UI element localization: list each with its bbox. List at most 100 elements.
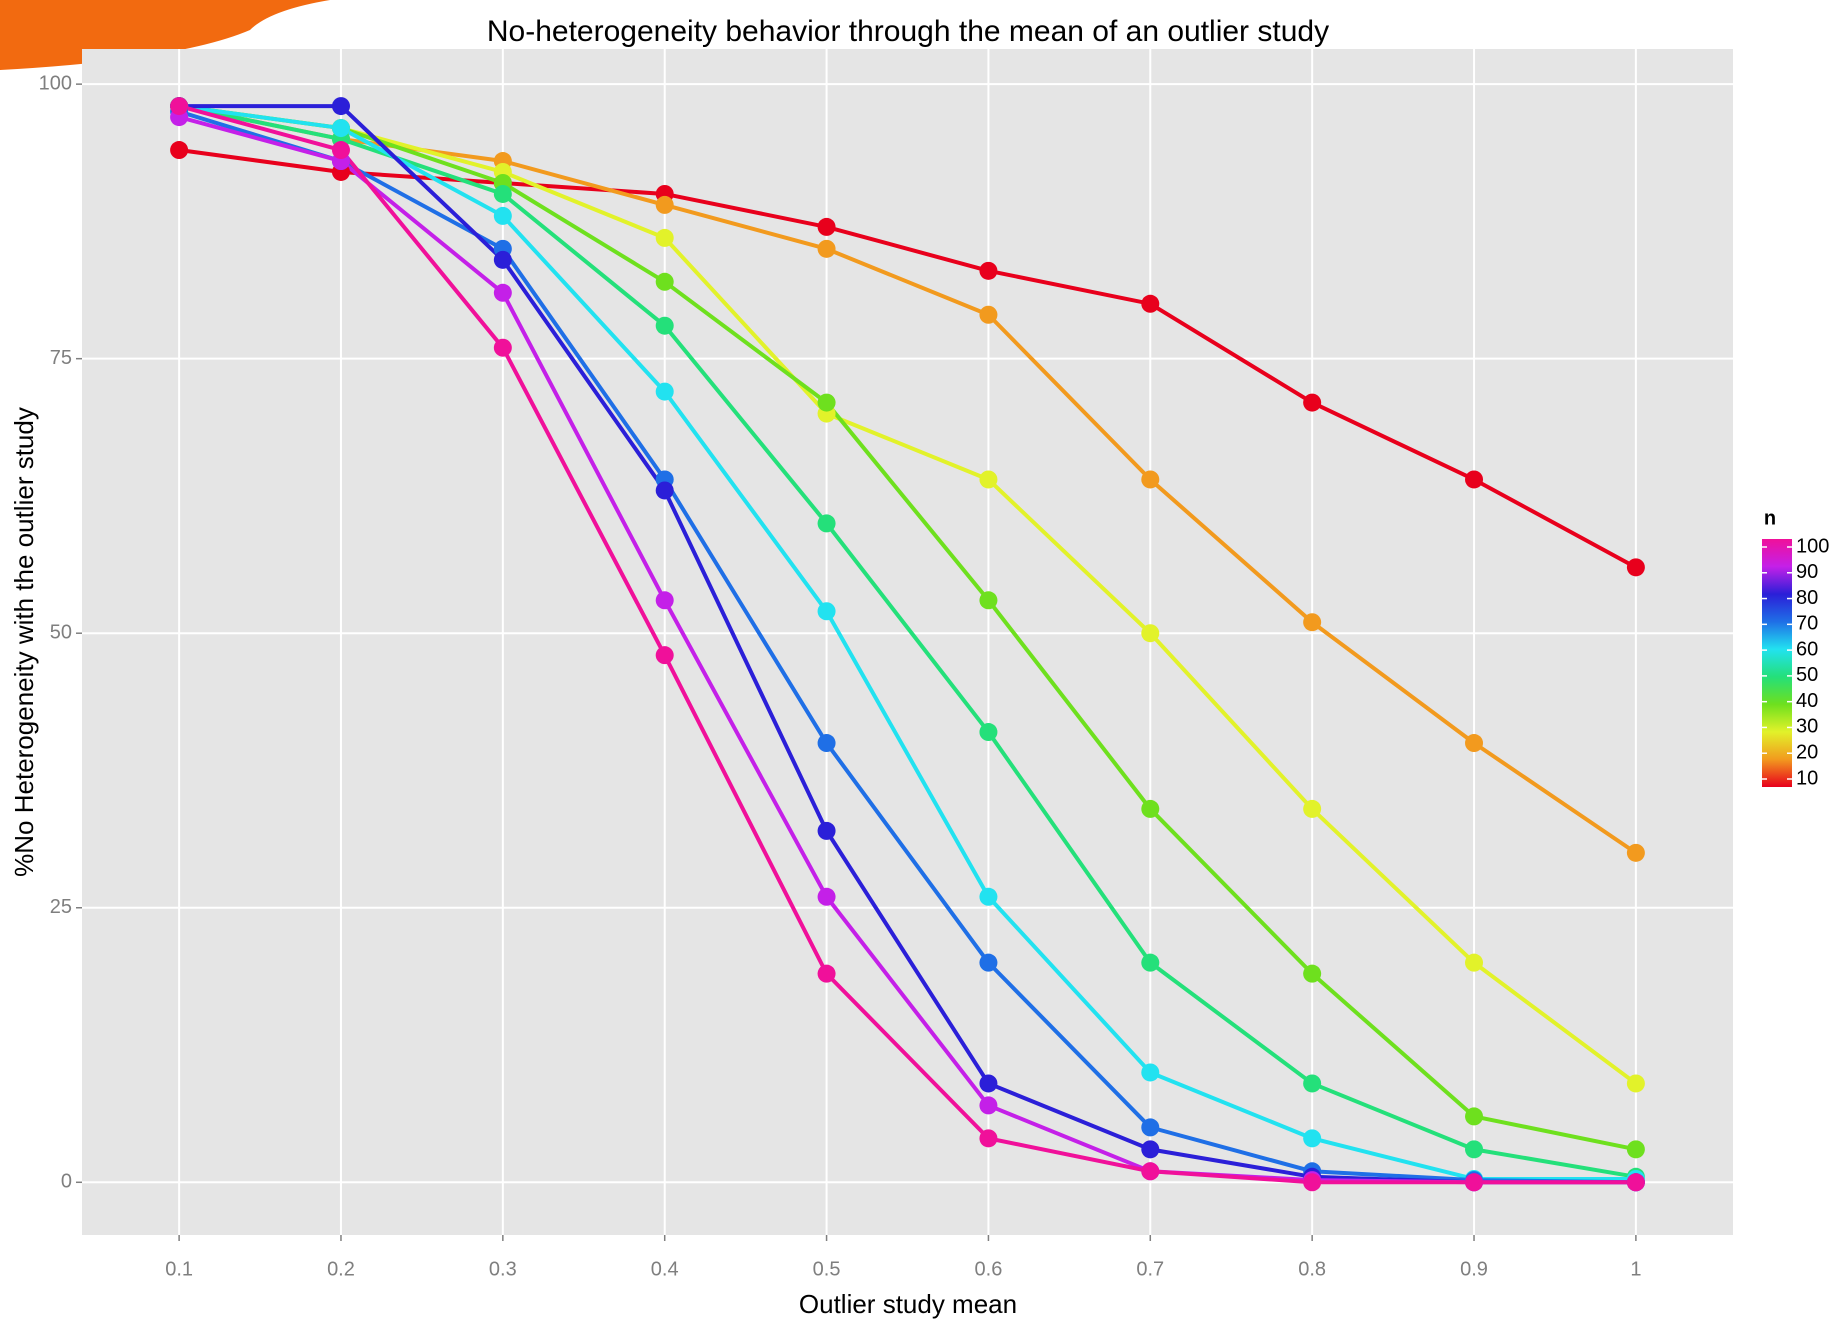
legend-label: 40 [1796, 690, 1818, 712]
y-tick-label: 50 [50, 621, 72, 643]
data-point [979, 1074, 998, 1093]
data-point [817, 514, 836, 533]
data-point [817, 217, 836, 236]
data-point [1465, 1107, 1484, 1126]
data-point [1141, 1118, 1160, 1137]
y-tick-label: 0 [61, 1171, 72, 1193]
legend-label: 10 [1796, 767, 1818, 789]
data-point [1141, 799, 1160, 818]
plot-panel [82, 49, 1733, 1235]
series-line [178, 104, 1636, 1181]
data-point [170, 141, 189, 160]
data-point [655, 316, 674, 335]
x-tick-label: 0.9 [1460, 1258, 1488, 1280]
data-point [655, 382, 674, 401]
x-tick-label: 0.7 [1136, 1258, 1164, 1280]
legend-colorbar [1762, 539, 1792, 787]
data-point [493, 206, 512, 225]
data-point [1141, 1162, 1160, 1181]
data-point [979, 723, 998, 742]
data-point [1465, 953, 1484, 972]
data-point [1303, 1129, 1322, 1148]
data-point [493, 338, 512, 357]
legend-label: 20 [1796, 742, 1818, 764]
data-point [1626, 1074, 1645, 1093]
y-axis-title: %No Heterogeneity with the outlier study [9, 407, 39, 877]
data-point [979, 305, 998, 324]
data-point [1141, 470, 1160, 489]
data-point [170, 97, 189, 116]
data-point [1303, 799, 1322, 818]
series-line [178, 104, 1637, 1152]
data-point [1141, 1140, 1160, 1159]
data-point [655, 591, 674, 610]
data-point [655, 481, 674, 500]
data-point [655, 646, 674, 665]
legend-label: 90 [1796, 561, 1818, 583]
legend-title: n [1764, 507, 1776, 529]
x-tick-label: 0.6 [975, 1258, 1003, 1280]
series-line [178, 109, 1636, 1185]
data-point [979, 591, 998, 610]
y-tick-label: 25 [50, 896, 72, 918]
y-tick-label: 75 [50, 347, 72, 369]
data-point [979, 887, 998, 906]
data-point [655, 195, 674, 214]
data-point [1626, 843, 1645, 862]
data-point [1465, 470, 1484, 489]
data-point [655, 228, 674, 247]
data-point [1626, 1173, 1645, 1192]
data-point [1141, 1063, 1160, 1082]
x-axis-title: Outlier study mean [799, 1289, 1017, 1319]
data-point [493, 250, 512, 269]
data-point [979, 1129, 998, 1148]
x-tick-label: 0.3 [489, 1258, 517, 1280]
y-tick-label: 100 [39, 72, 72, 94]
data-point [331, 119, 350, 138]
x-tick-label: 0.2 [327, 1258, 355, 1280]
chart-title: No-heterogeneity behavior through the me… [487, 15, 1329, 48]
data-point [1141, 294, 1160, 313]
data-point [1303, 1173, 1322, 1192]
x-tick-label: 0.1 [165, 1258, 193, 1280]
legend-label: 50 [1796, 664, 1818, 686]
legend-label: 30 [1796, 716, 1818, 738]
series-line [178, 148, 1637, 570]
data-point [1303, 393, 1322, 412]
data-point [979, 1096, 998, 1115]
data-point [1303, 613, 1322, 632]
x-tick-label: 0.4 [651, 1258, 679, 1280]
legend-label: 60 [1796, 638, 1818, 660]
data-point [817, 964, 836, 983]
data-point [817, 602, 836, 621]
legend-label: 70 [1796, 613, 1818, 635]
data-point [1465, 1140, 1484, 1159]
data-point [493, 184, 512, 203]
data-point [493, 283, 512, 302]
data-point [1141, 624, 1160, 643]
data-point [817, 821, 836, 840]
data-point [817, 393, 836, 412]
series-line [178, 104, 1636, 1185]
data-point [817, 239, 836, 258]
data-point [331, 141, 350, 160]
data-point [1141, 953, 1160, 972]
data-point [979, 470, 998, 489]
x-tick-label: 0.8 [1298, 1258, 1326, 1280]
data-point [1626, 1140, 1645, 1159]
data-point [655, 272, 674, 291]
data-point [1303, 964, 1322, 983]
data-point [331, 97, 350, 116]
legend-label: 100 [1796, 535, 1829, 557]
data-point [817, 887, 836, 906]
x-tick-label: 1 [1630, 1258, 1641, 1280]
series-line [178, 104, 1637, 1179]
data-point [1465, 1173, 1484, 1192]
data-point [817, 734, 836, 753]
x-tick-label: 0.5 [813, 1258, 841, 1280]
data-point [979, 953, 998, 972]
data-point [1626, 558, 1645, 577]
data-point [979, 261, 998, 280]
